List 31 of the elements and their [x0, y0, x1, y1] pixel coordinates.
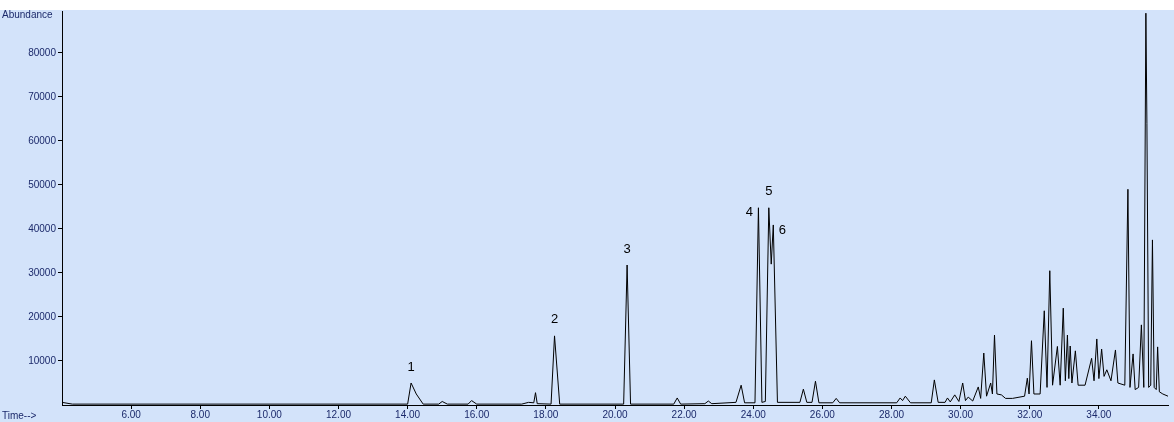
annotation: 2 — [550, 311, 559, 327]
x-tick-label: 14.00 — [395, 408, 421, 420]
y-tick-label: 80000 — [28, 46, 57, 58]
annotation: 5 — [765, 183, 773, 199]
y-tick-label: 50000 — [28, 178, 57, 190]
y-tick-label: 40000 — [28, 222, 57, 234]
x-tick-label: 24.00 — [740, 408, 767, 420]
annotation: 6 — [778, 221, 786, 237]
x-tick-label: 26.00 — [809, 408, 836, 420]
x-tick-label: 34.00 — [1086, 408, 1112, 420]
annotation: 4 — [745, 204, 754, 220]
x-tick-label: 6.00 — [121, 408, 142, 420]
y-tick-label: 60000 — [28, 134, 57, 146]
x-tick-label: 18.00 — [533, 408, 559, 420]
x-tick-label: 12.00 — [325, 408, 352, 420]
y-axis-title: Abundance — [2, 8, 54, 20]
x-tick-label: 10.00 — [256, 408, 283, 420]
x-tick-label: 8.00 — [190, 408, 211, 420]
x-tick-label: 16.00 — [464, 408, 490, 420]
x-tick-label: 30.00 — [948, 408, 974, 420]
x-axis-title: Time--> — [2, 409, 37, 421]
y-tick-label: 30000 — [28, 266, 57, 278]
annotation: 1 — [407, 358, 415, 374]
x-tick-label: 28.00 — [878, 408, 905, 420]
y-tick-label: 70000 — [28, 90, 57, 102]
x-tick-label: 22.00 — [671, 408, 698, 420]
annotation: 3 — [623, 240, 631, 256]
x-tick-label: 32.00 — [1017, 408, 1043, 420]
y-tick-label: 10000 — [28, 354, 57, 366]
x-tick-label: 20.00 — [602, 408, 628, 420]
y-tick-label: 20000 — [28, 310, 57, 322]
